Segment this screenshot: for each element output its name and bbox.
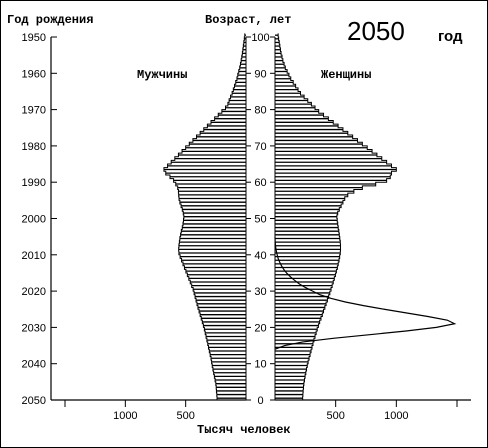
birth-year-tick-label: 2020 xyxy=(22,286,46,298)
female-bars xyxy=(275,33,397,400)
x-axis-ticks: 1000 500 500 1000 xyxy=(64,400,458,422)
age-tick-label: 10 xyxy=(254,359,266,371)
birth-year-tick-label: 1980 xyxy=(22,141,46,153)
age-tick-label: 0 xyxy=(257,395,263,407)
female-series-outline xyxy=(277,33,397,400)
x-tick-label: 500 xyxy=(176,410,194,422)
birth-year-tick-label: 2050 xyxy=(22,395,46,407)
birth-year-ticks: 1950 1960 1970 1980 1990 2000 2010 2020 2030 2040… xyxy=(22,32,57,407)
x-tick-label: 500 xyxy=(326,410,344,422)
age-tick-label: 100 xyxy=(251,32,269,44)
age-tick-label: 40 xyxy=(254,250,266,262)
age-tick-label: 80 xyxy=(254,105,266,117)
overlay-line-group xyxy=(274,236,457,350)
female-series-label: Женщины xyxy=(321,68,371,82)
birth-year-tick-label: 2040 xyxy=(22,359,46,371)
male-series-outline xyxy=(163,33,246,400)
birth-year-tick-label: 1960 xyxy=(22,68,46,80)
x-tick-label: 1000 xyxy=(384,410,408,422)
x-tick-label: 1000 xyxy=(113,410,137,422)
birth-year-tick-label: 1970 xyxy=(22,105,46,117)
age-ticks: 0 10 20 30 40 50 60 70 80 90 100 xyxy=(246,32,275,407)
age-tick-label: 70 xyxy=(254,141,266,153)
age-tick-label: 20 xyxy=(254,322,266,334)
age-tick-label: 50 xyxy=(254,214,266,226)
male-bars xyxy=(163,33,246,400)
age-tick-label: 90 xyxy=(254,68,266,80)
chart-year-suffix: год xyxy=(438,28,463,45)
age-tick-label: 30 xyxy=(254,286,266,298)
birth-year-tick-label: 2030 xyxy=(22,322,46,334)
birth-year-tick-label: 1950 xyxy=(22,32,46,44)
birth-year-tick-label: 2000 xyxy=(22,214,46,226)
age-tick-label: 60 xyxy=(254,177,266,189)
birth-year-tick-label: 2010 xyxy=(22,250,46,262)
age-axis-title: Возраст, лет xyxy=(205,13,291,27)
overlay-series-line xyxy=(274,236,457,350)
x-axis-title: Тысяч человек xyxy=(197,423,291,437)
chart-year-title: 2050 xyxy=(347,16,405,46)
birth-year-axis-title: Год рождения xyxy=(7,13,93,27)
birth-year-tick-label: 1990 xyxy=(22,177,46,189)
male-series-label: Мужчины xyxy=(137,68,187,82)
